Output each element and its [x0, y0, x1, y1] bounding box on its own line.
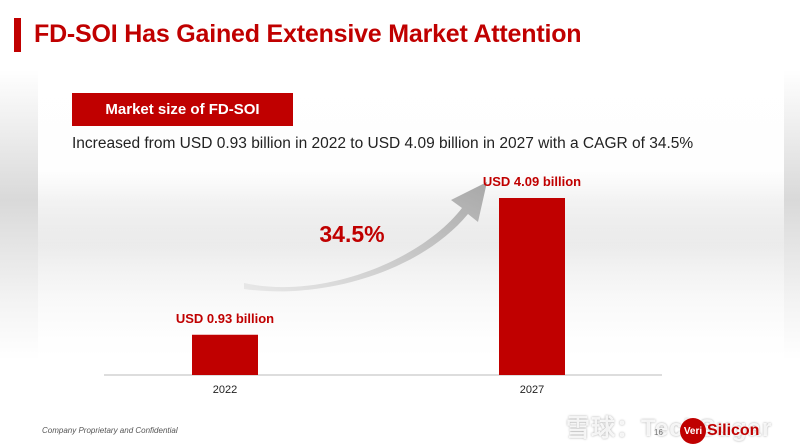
bar-2027: [499, 198, 565, 375]
data-label-2027: USD 4.09 billion: [483, 174, 581, 189]
watermark-text: 雪球：TechSugar: [566, 415, 773, 442]
growth-arrow: [244, 182, 487, 292]
logo-mark: Veri: [680, 418, 706, 444]
content-panel: [38, 70, 784, 406]
section-label-badge: Market size of FD-SOI: [72, 93, 293, 126]
verisilicon-logo: Veri Silicon: [680, 418, 759, 444]
logo-text: Silicon: [707, 422, 760, 439]
market-description: Increased from USD 0.93 billion in 2022 …: [72, 135, 694, 152]
bar-2022: [192, 334, 258, 375]
slide-title: FD-SOI Has Gained Extensive Market Atten…: [34, 20, 582, 48]
title-accent-bar: [14, 18, 21, 52]
cagr-annotation: 34.5%: [319, 221, 384, 247]
data-label-2022: USD 0.93 billion: [176, 311, 274, 326]
page-number: 16: [654, 428, 663, 437]
confidential-footer: Company Proprietary and Confidential: [42, 426, 178, 435]
x-tick-label-2022: 2022: [213, 384, 237, 396]
x-tick-label-2027: 2027: [520, 384, 544, 396]
